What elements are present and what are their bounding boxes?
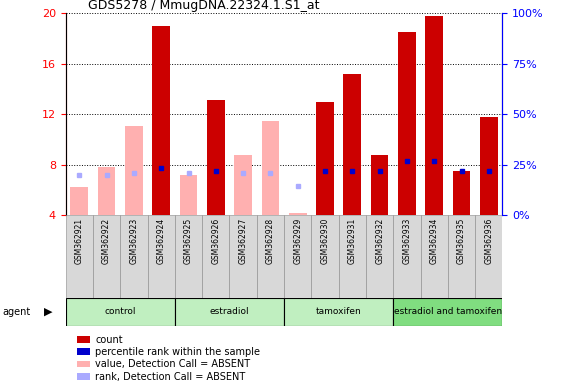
Bar — [175, 298, 284, 326]
Bar — [125, 126, 143, 215]
Bar — [398, 32, 416, 215]
Text: agent: agent — [3, 307, 31, 317]
Text: estradiol: estradiol — [210, 308, 250, 316]
Bar — [93, 215, 120, 298]
Text: GSM362921: GSM362921 — [75, 217, 84, 264]
Bar — [425, 16, 443, 215]
Text: value, Detection Call = ABSENT: value, Detection Call = ABSENT — [95, 359, 251, 369]
Bar — [289, 212, 307, 215]
Text: GSM362933: GSM362933 — [403, 217, 412, 264]
Text: GSM362929: GSM362929 — [293, 217, 302, 264]
Text: GSM362926: GSM362926 — [211, 217, 220, 264]
Text: GSM362927: GSM362927 — [239, 217, 248, 264]
Bar — [453, 171, 471, 215]
Text: GSM362928: GSM362928 — [266, 217, 275, 264]
Text: GSM362923: GSM362923 — [130, 217, 138, 264]
Bar — [448, 215, 475, 298]
Bar — [393, 298, 502, 326]
Bar — [339, 215, 366, 298]
Bar — [421, 215, 448, 298]
Bar — [202, 215, 230, 298]
Bar — [371, 155, 388, 215]
Text: GSM362930: GSM362930 — [320, 217, 329, 264]
Text: GSM362931: GSM362931 — [348, 217, 357, 264]
Bar — [480, 117, 498, 215]
Bar — [66, 298, 175, 326]
Text: ▶: ▶ — [45, 307, 53, 317]
Text: GDS5278 / MmugDNA.22324.1.S1_at: GDS5278 / MmugDNA.22324.1.S1_at — [87, 0, 319, 12]
Bar — [230, 215, 257, 298]
Text: GSM362925: GSM362925 — [184, 217, 193, 264]
Bar — [311, 215, 339, 298]
Bar — [343, 74, 361, 215]
Text: count: count — [95, 335, 123, 345]
Bar — [284, 298, 393, 326]
Text: rank, Detection Call = ABSENT: rank, Detection Call = ABSENT — [95, 372, 246, 382]
Text: GSM362936: GSM362936 — [484, 217, 493, 264]
Text: tamoxifen: tamoxifen — [316, 308, 361, 316]
Bar — [234, 155, 252, 215]
Text: GSM362935: GSM362935 — [457, 217, 466, 264]
Bar — [207, 100, 225, 215]
Bar — [284, 215, 311, 298]
Bar — [120, 215, 147, 298]
Bar — [316, 102, 334, 215]
Text: GSM362924: GSM362924 — [156, 217, 166, 264]
Bar — [475, 215, 502, 298]
Bar — [262, 121, 279, 215]
Bar — [175, 215, 202, 298]
Text: percentile rank within the sample: percentile rank within the sample — [95, 347, 260, 357]
Bar — [147, 215, 175, 298]
Bar — [257, 215, 284, 298]
Bar — [393, 215, 421, 298]
Text: control: control — [104, 308, 136, 316]
Bar — [66, 215, 93, 298]
Text: GSM362932: GSM362932 — [375, 217, 384, 264]
Bar — [180, 175, 198, 215]
Bar — [152, 26, 170, 215]
Text: GSM362934: GSM362934 — [430, 217, 439, 264]
Text: GSM362922: GSM362922 — [102, 217, 111, 264]
Bar — [366, 215, 393, 298]
Bar — [98, 167, 115, 215]
Bar — [70, 187, 88, 215]
Text: estradiol and tamoxifen: estradiol and tamoxifen — [394, 308, 502, 316]
